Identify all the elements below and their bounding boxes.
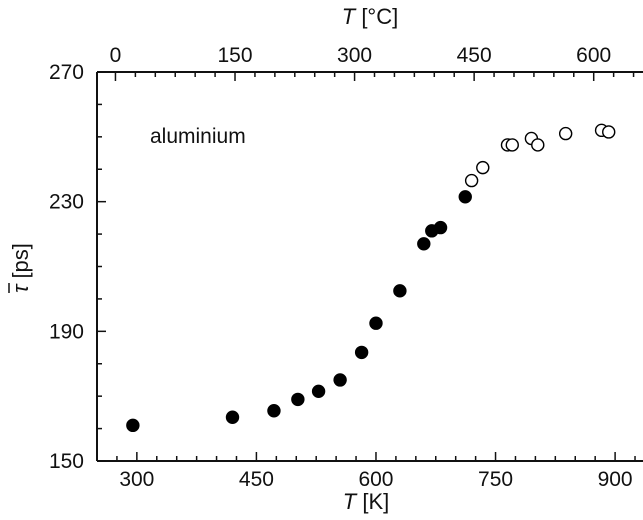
axis-ticks <box>97 71 636 462</box>
filled-data-point <box>393 284 407 298</box>
filled-data-point <box>311 384 326 399</box>
x2-tick-label: 450 <box>457 44 492 67</box>
open-data-point <box>464 173 479 188</box>
y-axis-title-unit: [ps] <box>8 243 33 285</box>
x2-tick-label: 600 <box>576 44 611 67</box>
filled-data-point <box>225 410 240 424</box>
x2-tick-label: 300 <box>337 44 372 67</box>
x-tick-label: 750 <box>478 468 513 491</box>
x-axis-title: T [K] <box>343 489 389 514</box>
open-data-point <box>602 125 616 139</box>
x2-axis-title: T [°C] <box>342 4 398 29</box>
filled-data-point <box>291 392 305 407</box>
open-data-point <box>476 160 490 175</box>
filled-data-point <box>369 316 383 330</box>
open-data-point <box>531 138 545 152</box>
filled-data-point <box>458 190 472 204</box>
x-axis-title-symbol: T <box>343 489 358 514</box>
y-axis-title-text: τ [ps] <box>8 243 33 293</box>
x-tick-label: 450 <box>239 468 274 491</box>
filled-data-point <box>417 237 431 251</box>
y-tick-label: 150 <box>49 450 84 473</box>
x-axis-title-unit: [K] <box>356 489 389 514</box>
y-axis-title: τ [ps] <box>8 243 33 293</box>
filled-data-point <box>433 220 448 235</box>
x-tick-label: 900 <box>598 468 633 491</box>
y-axis-title-symbol: τ <box>8 283 33 293</box>
filled-data-point <box>354 345 369 360</box>
open-data-point <box>558 126 573 141</box>
filled-data-point <box>267 404 281 418</box>
x-tick-label: 600 <box>358 468 393 491</box>
x2-axis-title-unit: [°C] <box>355 4 398 29</box>
open-data-point <box>505 138 519 152</box>
y-tick-label: 270 <box>49 61 84 84</box>
data-points <box>126 123 616 433</box>
tick-labels: 300 450 600 750 900 0 150 300 450 600 150 190 230 270 <box>49 44 633 491</box>
y-tick-label: 230 <box>49 191 84 214</box>
x-tick-label: 300 <box>119 468 154 491</box>
filled-data-point <box>126 418 140 433</box>
annotation-label: aluminium <box>150 125 246 148</box>
x2-tick-label: 150 <box>217 44 252 67</box>
filled-data-point <box>333 373 347 387</box>
y-tick-label: 190 <box>49 320 84 343</box>
x2-tick-label: 0 <box>110 44 122 67</box>
x2-axis-title-symbol: T <box>342 4 357 29</box>
